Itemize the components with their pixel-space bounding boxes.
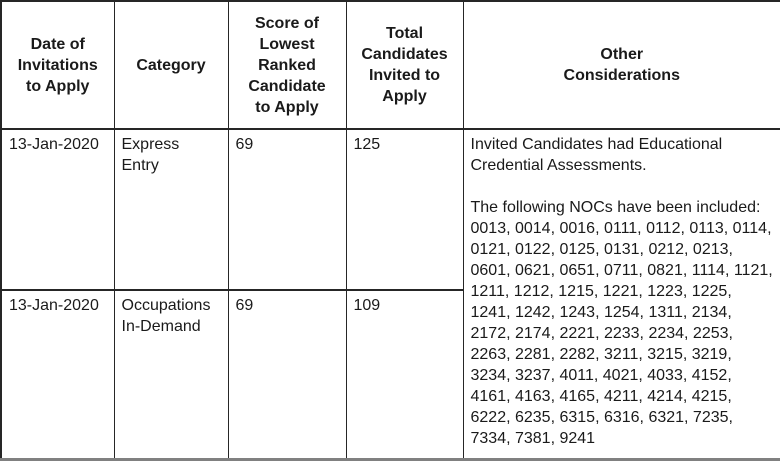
cell-score-row1: 69 bbox=[227, 129, 347, 291]
cell-date-row2: 13-Jan-2020 bbox=[0, 290, 115, 461]
cell-category-row2: Occupations In-Demand bbox=[113, 290, 229, 461]
header-category: Category bbox=[113, 1, 229, 130]
table-row: 13-Jan-2020 Occupations In-Demand 69 109 bbox=[0, 290, 780, 461]
cell-category-row1: Express Entry bbox=[113, 129, 229, 291]
header-score-lowest-ranked: Score of Lowest Ranked Candidate to Appl… bbox=[227, 1, 347, 130]
header-date-of-invitations: Date of Invitations to Apply bbox=[0, 1, 115, 130]
cell-other-considerations: Invited Candidates had Educational Crede… bbox=[462, 129, 780, 460]
cell-date-row1: 13-Jan-2020 bbox=[0, 129, 115, 291]
other-considerations-credentials-note: Invited Candidates had Educational Crede… bbox=[470, 136, 723, 174]
other-considerations-noc-list: The following NOCs have been included: 0… bbox=[470, 199, 773, 447]
header-other-considerations: Other Considerations bbox=[462, 1, 780, 130]
header-total-candidates: Total Candidates Invited to Apply bbox=[345, 1, 464, 130]
cell-score-row2: 69 bbox=[227, 290, 347, 461]
table-header-row: Date of Invitations to Apply Category Sc… bbox=[0, 1, 780, 130]
cell-total-row1: 125 bbox=[345, 129, 464, 291]
table-row: 13-Jan-2020 Express Entry 69 125 Invited… bbox=[0, 129, 780, 460]
cell-total-row2: 109 bbox=[345, 290, 464, 461]
